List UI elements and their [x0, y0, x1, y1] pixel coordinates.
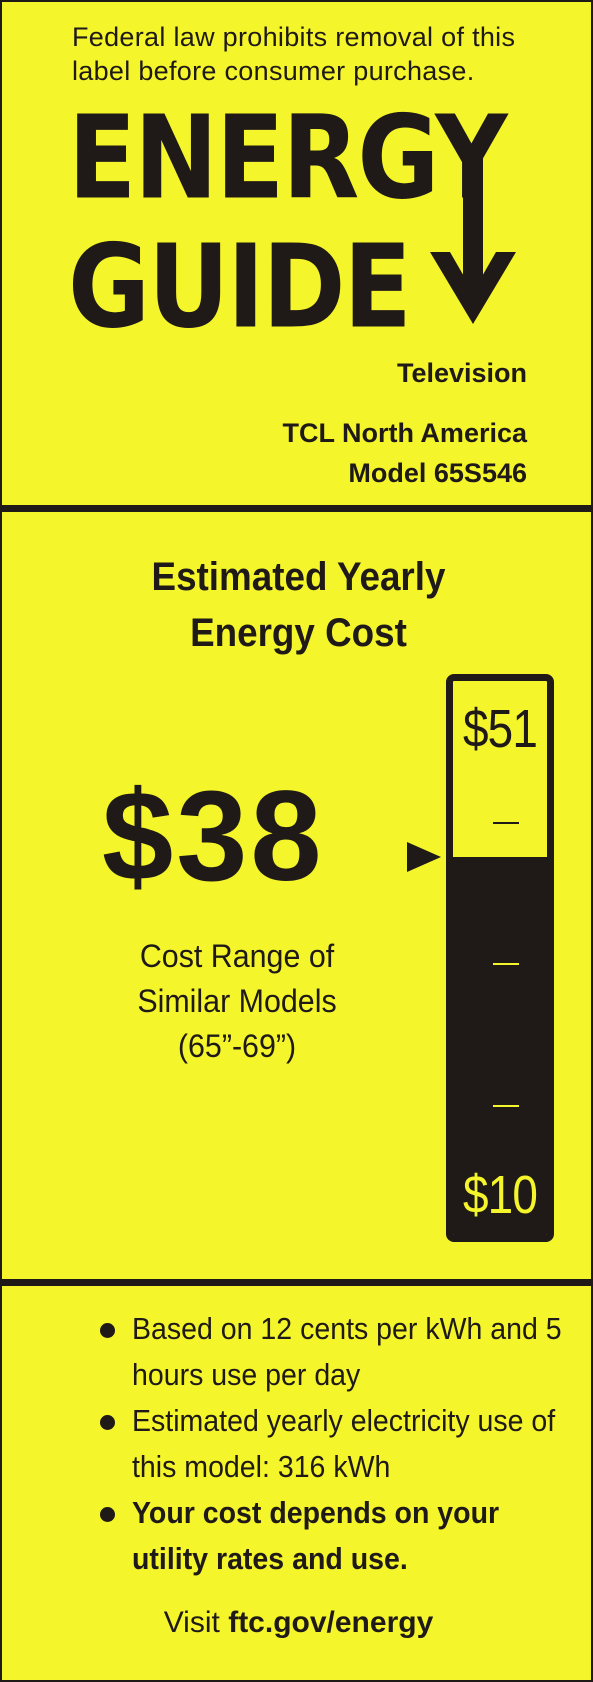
estimated-cost-title: Estimated Yearly Energy Cost [2, 549, 593, 661]
scale-tick [493, 822, 519, 824]
scale-fill [453, 857, 547, 1235]
top-divider [2, 505, 591, 512]
scale-tick [493, 1105, 519, 1107]
federal-notice: Federal law prohibits removal of this la… [72, 22, 516, 86]
bullet-icon [100, 1323, 115, 1338]
model-number: Model 65S546 [348, 458, 527, 488]
note-text: Estimated yearly electricity use of this… [132, 1403, 556, 1484]
ftc-link[interactable]: ftc.gov/energy [228, 1606, 434, 1639]
bullet-icon [100, 1507, 115, 1522]
title-line-2: Energy Cost [190, 611, 407, 655]
cost-range-scale: $51 $10 [446, 674, 554, 1242]
title-line-1: Estimated Yearly [151, 555, 446, 599]
bottom-divider [2, 1279, 591, 1286]
range-line-1: Cost Range of [139, 938, 335, 974]
manufacturer: TCL North America [282, 418, 527, 448]
list-item: Estimated yearly electricity use of this… [100, 1398, 570, 1490]
list-item: Your cost depends on your utility rates … [100, 1490, 570, 1582]
range-line-3: (65”-69”) [177, 1028, 297, 1064]
note-text: Your cost depends on your utility rates … [132, 1495, 500, 1576]
notes-list: Based on 12 cents per kWh and 5 hours us… [100, 1306, 570, 1582]
visit-footer: Visit ftc.gov/energy [2, 1606, 593, 1640]
scale-max-label: $51 [462, 699, 538, 759]
range-line-2: Similar Models [137, 983, 337, 1019]
list-item: Based on 12 cents per kWh and 5 hours us… [100, 1306, 570, 1398]
logo-guide-text: GUIDE [68, 219, 412, 354]
bullet-icon [100, 1415, 115, 1430]
down-arrow-icon [430, 152, 516, 324]
scale-tick [493, 963, 519, 965]
visit-prefix: Visit [163, 1606, 220, 1639]
note-text: Based on 12 cents per kWh and 5 hours us… [132, 1311, 562, 1392]
cost-range-caption: Cost Range of Similar Models (65”-69”) [42, 934, 432, 1069]
scale-min-label: $10 [462, 1165, 538, 1225]
logo-energy-text: ENERGY [68, 90, 508, 225]
product-category: Television [396, 358, 527, 388]
estimated-yearly-cost: $38 [102, 765, 325, 908]
cost-marker-arrow-icon [407, 842, 441, 872]
